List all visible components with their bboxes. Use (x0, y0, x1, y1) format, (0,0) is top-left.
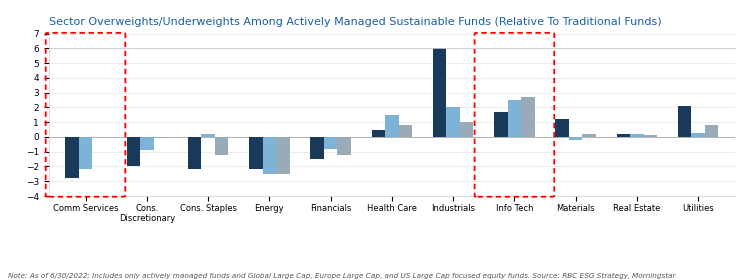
Bar (446, 108, 460, 137)
Bar (140, 137, 154, 150)
Bar (433, 48, 446, 137)
Bar (154, 137, 167, 138)
Bar (521, 97, 535, 137)
Text: Sector Overweights/Underweights Among Actively Managed Sustainable Funds (Relati: Sector Overweights/Underweights Among Ac… (49, 17, 662, 27)
Text: Note: As of 6/30/2022; Includes only actively managed funds and Global Large Cap: Note: As of 6/30/2022; Includes only act… (8, 272, 675, 279)
Bar (616, 134, 630, 137)
Bar (249, 137, 262, 169)
Bar (386, 115, 398, 137)
Bar (310, 137, 324, 159)
Bar (398, 125, 412, 137)
Bar (338, 137, 351, 155)
Bar (127, 137, 140, 167)
Bar (508, 100, 521, 137)
Bar (678, 106, 692, 137)
Bar (460, 122, 473, 137)
Bar (79, 137, 92, 169)
Bar (214, 137, 228, 155)
Bar (262, 137, 276, 174)
Bar (65, 137, 79, 178)
Bar (276, 137, 290, 174)
Bar (201, 134, 214, 137)
Bar (583, 134, 596, 137)
Bar (569, 137, 583, 140)
Bar (644, 136, 657, 137)
Bar (494, 112, 508, 137)
Bar (372, 130, 386, 137)
Bar (705, 125, 718, 137)
Bar (324, 137, 338, 149)
Bar (692, 132, 705, 137)
Bar (188, 137, 201, 169)
Bar (630, 134, 644, 137)
Bar (556, 119, 569, 137)
